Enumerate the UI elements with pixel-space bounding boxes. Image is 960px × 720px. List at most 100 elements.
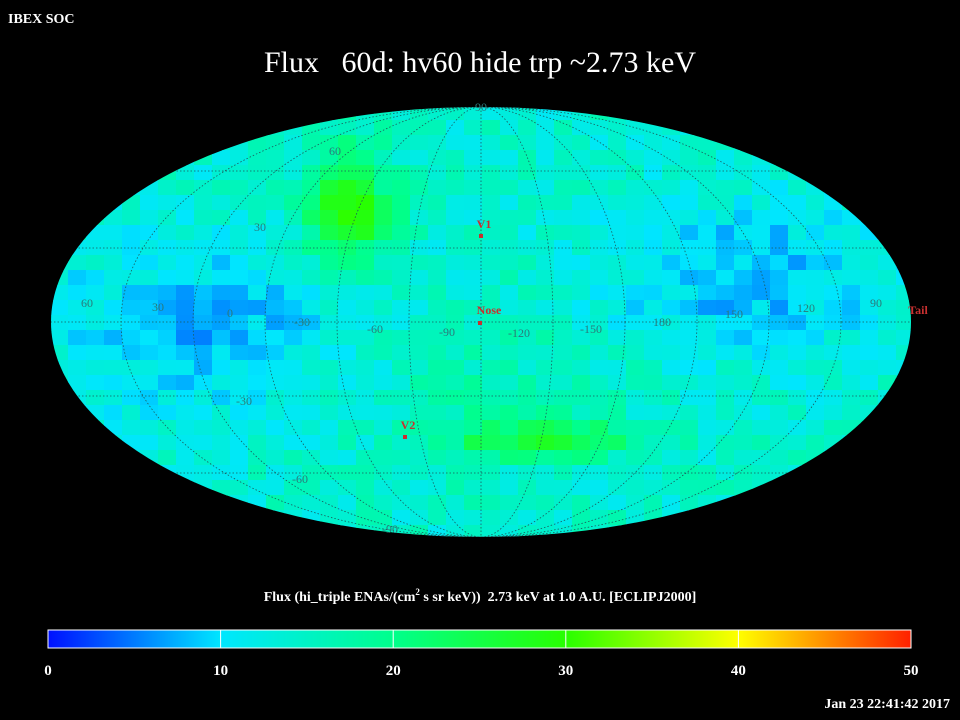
sky-pixel xyxy=(716,435,735,451)
sky-pixel xyxy=(806,480,825,496)
sky-pixel xyxy=(806,270,825,286)
sky-pixel xyxy=(770,450,789,466)
sky-pixel xyxy=(230,180,249,196)
grid-label: 30 xyxy=(254,220,266,234)
sky-pixel xyxy=(284,165,303,181)
sky-pixel xyxy=(104,315,123,331)
sky-pixel xyxy=(392,405,411,421)
sky-pixel xyxy=(626,150,645,166)
sky-pixel xyxy=(428,135,447,151)
sky-pixel xyxy=(51,495,69,511)
sky-pixel xyxy=(464,240,483,256)
sky-pixel xyxy=(68,285,87,301)
sky-pixel xyxy=(788,420,807,436)
sky-pixel xyxy=(734,510,753,526)
sky-pixel xyxy=(68,240,87,256)
sky-pixel xyxy=(68,480,87,496)
sky-pixel xyxy=(752,195,771,211)
sky-pixel xyxy=(752,210,771,226)
sky-pixel xyxy=(608,465,627,481)
sky-pixel xyxy=(158,285,177,301)
sky-pixel xyxy=(356,510,375,526)
sky-pixel xyxy=(51,285,69,301)
sky-pixel xyxy=(572,465,591,481)
sky-pixel xyxy=(140,510,159,526)
sky-pixel xyxy=(572,375,591,391)
sky-pixel xyxy=(572,135,591,151)
sky-pixel xyxy=(680,420,699,436)
sky-pixel xyxy=(752,120,771,136)
sky-pixel xyxy=(68,420,87,436)
sky-pixel xyxy=(698,210,717,226)
sky-pixel xyxy=(194,450,213,466)
sky-pixel xyxy=(608,420,627,436)
sky-pixel xyxy=(608,405,627,421)
sky-pixel xyxy=(590,360,609,376)
sky-pixel xyxy=(896,255,911,271)
sky-pixel xyxy=(230,525,249,537)
sky-pixel xyxy=(698,450,717,466)
sky-pixel xyxy=(608,270,627,286)
sky-pixel xyxy=(698,390,717,406)
sky-pixel xyxy=(176,240,195,256)
sky-pixel xyxy=(158,180,177,196)
sky-pixel xyxy=(698,135,717,151)
sky-pixel xyxy=(284,150,303,166)
sky-pixel xyxy=(626,285,645,301)
sky-pixel xyxy=(302,225,321,241)
sky-pixel xyxy=(896,360,911,376)
sky-pixel xyxy=(770,150,789,166)
sky-pixel xyxy=(914,120,933,136)
sky-pixel xyxy=(464,525,483,537)
sky-pixel xyxy=(662,405,681,421)
sky-pixel xyxy=(626,525,645,537)
sky-pixel xyxy=(680,405,699,421)
sky-pixel xyxy=(752,525,771,537)
sky-pixel xyxy=(158,330,177,346)
sky-pixel xyxy=(86,195,105,211)
sky-pixel xyxy=(806,240,825,256)
sky-pixel xyxy=(698,465,717,481)
sky-pixel xyxy=(428,510,447,526)
sky-pixel xyxy=(842,360,861,376)
sky-pixel xyxy=(51,450,69,466)
sky-pixel xyxy=(878,180,897,196)
sky-pixel xyxy=(914,315,933,331)
sky-pixel xyxy=(140,107,159,121)
sky-pixel xyxy=(302,375,321,391)
sky-pixel xyxy=(212,180,231,196)
sky-pixel xyxy=(356,495,375,511)
sky-pixel xyxy=(842,150,861,166)
sky-pixel xyxy=(320,480,339,496)
sky-pixel xyxy=(446,495,465,511)
sky-pixel xyxy=(338,510,357,526)
sky-pixel xyxy=(662,285,681,301)
sky-pixel xyxy=(122,195,141,211)
sky-pixel xyxy=(212,375,231,391)
sky-pixel xyxy=(266,165,285,181)
sky-pixel xyxy=(806,375,825,391)
sky-pixel xyxy=(464,495,483,511)
sky-pixel xyxy=(788,210,807,226)
sky-pixel xyxy=(680,150,699,166)
sky-pixel xyxy=(590,480,609,496)
sky-pixel xyxy=(860,420,879,436)
sky-pixel xyxy=(104,375,123,391)
sky-pixel xyxy=(914,270,933,286)
sky-pixel xyxy=(428,465,447,481)
sky-pixel xyxy=(356,465,375,481)
sky-pixel xyxy=(914,465,933,481)
sky-pixel xyxy=(734,315,753,331)
sky-pixel xyxy=(500,300,519,316)
sky-pixel xyxy=(158,225,177,241)
sky-pixel xyxy=(626,390,645,406)
sky-pixel xyxy=(212,300,231,316)
sky-pixel xyxy=(302,525,321,537)
sky-pixel xyxy=(536,420,555,436)
sky-pixel xyxy=(212,150,231,166)
sky-pixel xyxy=(122,225,141,241)
sky-pixel xyxy=(626,375,645,391)
sky-pixel xyxy=(68,435,87,451)
sky-pixel xyxy=(626,300,645,316)
sky-pixel xyxy=(680,480,699,496)
